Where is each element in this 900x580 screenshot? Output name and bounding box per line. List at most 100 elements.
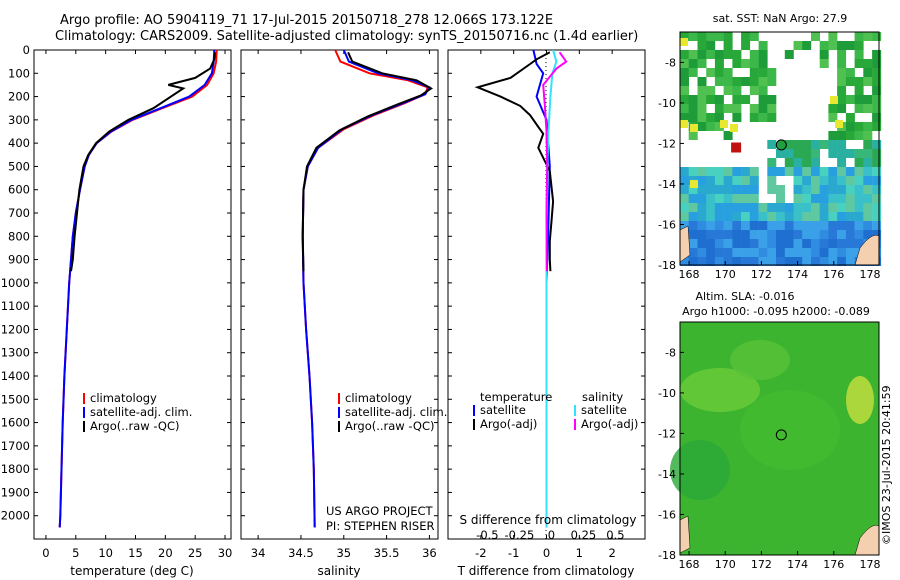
sst-cell (854, 167, 864, 176)
sst-cell (802, 158, 812, 167)
sst-cell (776, 221, 785, 230)
sst-cell (776, 149, 785, 158)
x-tick-label: 35.5 (374, 546, 400, 560)
y-tick-label: 1600 (1, 416, 30, 430)
sst-cell (749, 185, 759, 194)
sst-cell (767, 185, 777, 194)
sst-cell (802, 185, 812, 194)
sst-cell (863, 230, 873, 239)
sst-cell (767, 113, 777, 122)
sst-cell (837, 167, 847, 176)
sst-cell (776, 194, 785, 203)
sst-cell (845, 257, 855, 266)
sst-cell (706, 122, 716, 131)
sst-cell (802, 140, 812, 149)
sst-cell (723, 86, 733, 95)
sst-cell (837, 86, 847, 95)
sst-cell (741, 185, 751, 194)
x-tick-label: 30 (218, 546, 233, 560)
sst-cell (741, 41, 751, 50)
sst-cell (690, 124, 698, 132)
map-y-tick-label: -16 (658, 218, 676, 231)
sst-cell (749, 221, 759, 230)
sst-cell (741, 167, 751, 176)
x-secondary-tick-label: -0.25 (505, 528, 535, 542)
sst-cell (776, 257, 785, 266)
imos-credit: ©IMOS 23-Jul-2015 20:41:59 (880, 385, 893, 545)
sst-cell (784, 158, 794, 167)
sst-cell (784, 230, 794, 239)
sst-cell (749, 212, 759, 221)
sst-cell (749, 248, 759, 257)
sst-cell (802, 176, 812, 185)
sst-cell (732, 230, 742, 239)
sst-cell (845, 203, 855, 212)
sst-cell (811, 149, 820, 158)
map-y-tick-label: -8 (665, 56, 676, 69)
sst-cell (854, 185, 864, 194)
sst-cell (845, 149, 855, 158)
sst-cell (706, 194, 716, 203)
sst-cell (828, 131, 838, 140)
sst-cell (714, 113, 724, 122)
sst-cell (697, 113, 707, 122)
sst-cell (863, 212, 873, 221)
sst-cell (758, 77, 768, 86)
sst-cell (749, 167, 759, 176)
sst-cell (767, 212, 777, 221)
sst-cell (811, 185, 820, 194)
sst-cell (845, 122, 855, 131)
sst-cell (863, 167, 873, 176)
sst-cell (863, 122, 873, 131)
sst-cell (872, 32, 882, 41)
sst-cell (854, 32, 864, 41)
x-tick-label: 34.5 (288, 546, 314, 560)
y-tick-label: 1700 (1, 439, 30, 453)
sst-cell (749, 86, 759, 95)
salinity-satellite-adj-clim--line (301, 50, 431, 528)
sst-cell (714, 221, 724, 230)
y-tick-label: 200 (8, 90, 30, 104)
sst-cell (863, 185, 873, 194)
temperature-satellite-adj-clim--line (58, 50, 216, 528)
sst-cell (837, 194, 847, 203)
sst-cell (706, 257, 716, 266)
map-x-tick-label: 170 (715, 558, 736, 571)
sst-cell (697, 167, 707, 176)
x-tick-label: 20 (158, 546, 173, 560)
sst-cell (732, 50, 742, 59)
sst-cell (680, 68, 689, 77)
sst-cell (872, 212, 882, 221)
sst-cell (767, 230, 777, 239)
sst-cell (819, 140, 829, 149)
sst-cell (767, 176, 777, 185)
sla-map-title-line-1: Altim. SLA: -0.016 (695, 290, 794, 303)
sst-cell (854, 149, 864, 158)
sst-cell (776, 230, 785, 239)
sst-cell (741, 32, 751, 41)
sst-cell (680, 194, 689, 203)
sst-cell (714, 32, 724, 41)
sst-cell (723, 212, 733, 221)
sst-cell (741, 59, 751, 68)
sst-cell (732, 185, 742, 194)
sst-cell (723, 104, 733, 113)
sst-cell (776, 185, 785, 194)
sst-cell (863, 221, 873, 230)
sla-map-frame (679, 321, 880, 556)
sst-cell (819, 221, 829, 230)
sst-cell (688, 194, 698, 203)
sla-anomaly-patch (670, 440, 730, 500)
sst-cell (802, 194, 812, 203)
y-tick-label: 1800 (1, 462, 30, 476)
y-tick-label: 1400 (1, 369, 30, 383)
sst-cell (819, 50, 829, 59)
sst-cell (802, 149, 812, 158)
sst-cell (732, 212, 742, 221)
sst-cell (828, 230, 838, 239)
map-y-tick-label: -10 (658, 387, 676, 400)
y-tick-label: 500 (8, 159, 30, 173)
sst-cell (784, 50, 794, 59)
sst-cell (845, 212, 855, 221)
difference-series-group (474, 50, 568, 528)
